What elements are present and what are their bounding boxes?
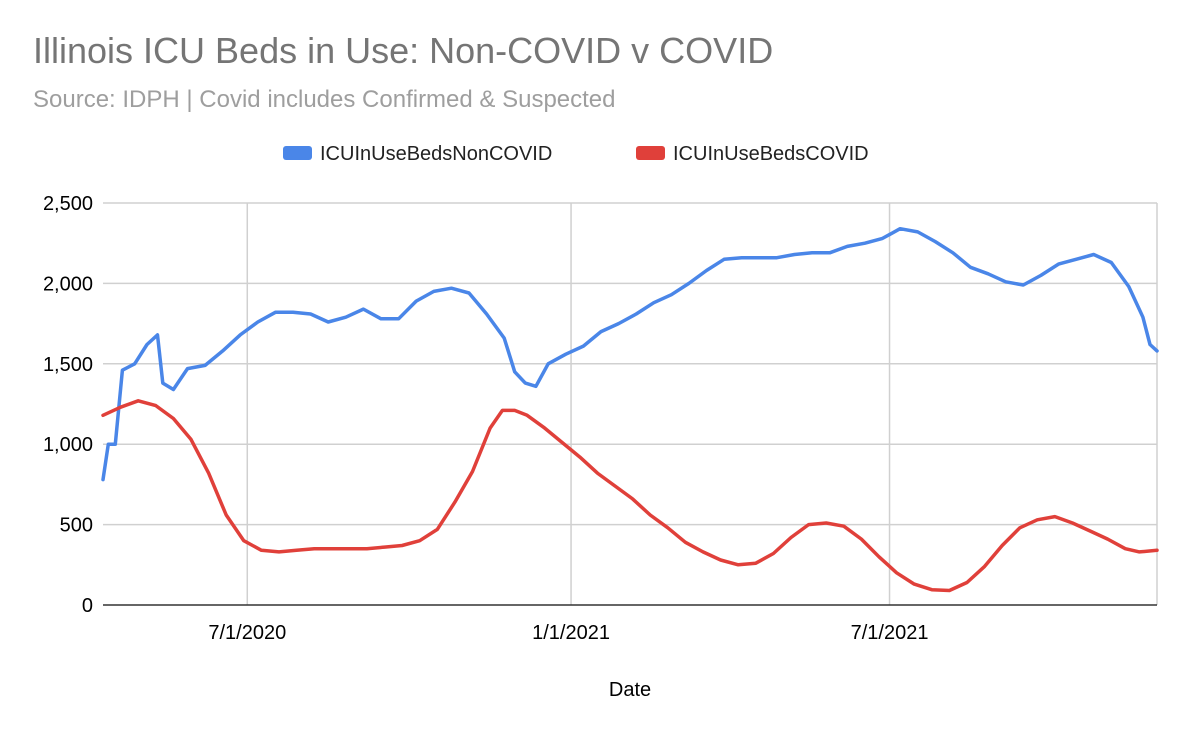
legend-label: ICUInUseBedsCOVID	[673, 143, 869, 165]
series-line-covid	[101, 399, 1159, 593]
y-tick-label: 1,000	[43, 434, 93, 456]
chart-subtitle: Source: IDPH | Covid includes Confirmed …	[33, 86, 616, 113]
x-axis-title: Date	[609, 679, 651, 701]
legend: ICUInUseBedsNonCOVID ICUInUseBedsCOVID	[283, 143, 869, 165]
y-tick-label: 2,500	[43, 193, 93, 215]
y-tick-label: 500	[60, 515, 93, 537]
legend-swatch	[283, 146, 312, 160]
y-tick-label: 0	[82, 595, 93, 617]
x-tick-label: 7/1/2021	[851, 622, 929, 644]
legend-swatch	[636, 146, 665, 160]
legend-label: ICUInUseBedsNonCOVID	[320, 143, 552, 165]
series-line-non-covid	[101, 226, 1159, 482]
gridlines	[103, 202, 1158, 605]
axes: 0 500 1,000 1,500 2,000 2,500 7/1/2020 1/1/2021…	[43, 193, 1157, 644]
chart-title: Illinois ICU Beds in Use: Non-COVID v CO…	[33, 30, 774, 71]
x-tick-label: 1/1/2021	[532, 622, 610, 644]
x-tick-label: 7/1/2020	[208, 622, 286, 644]
y-tick-label: 2,000	[43, 273, 93, 295]
y-tick-label: 1,500	[43, 354, 93, 376]
series-lines	[101, 226, 1159, 593]
